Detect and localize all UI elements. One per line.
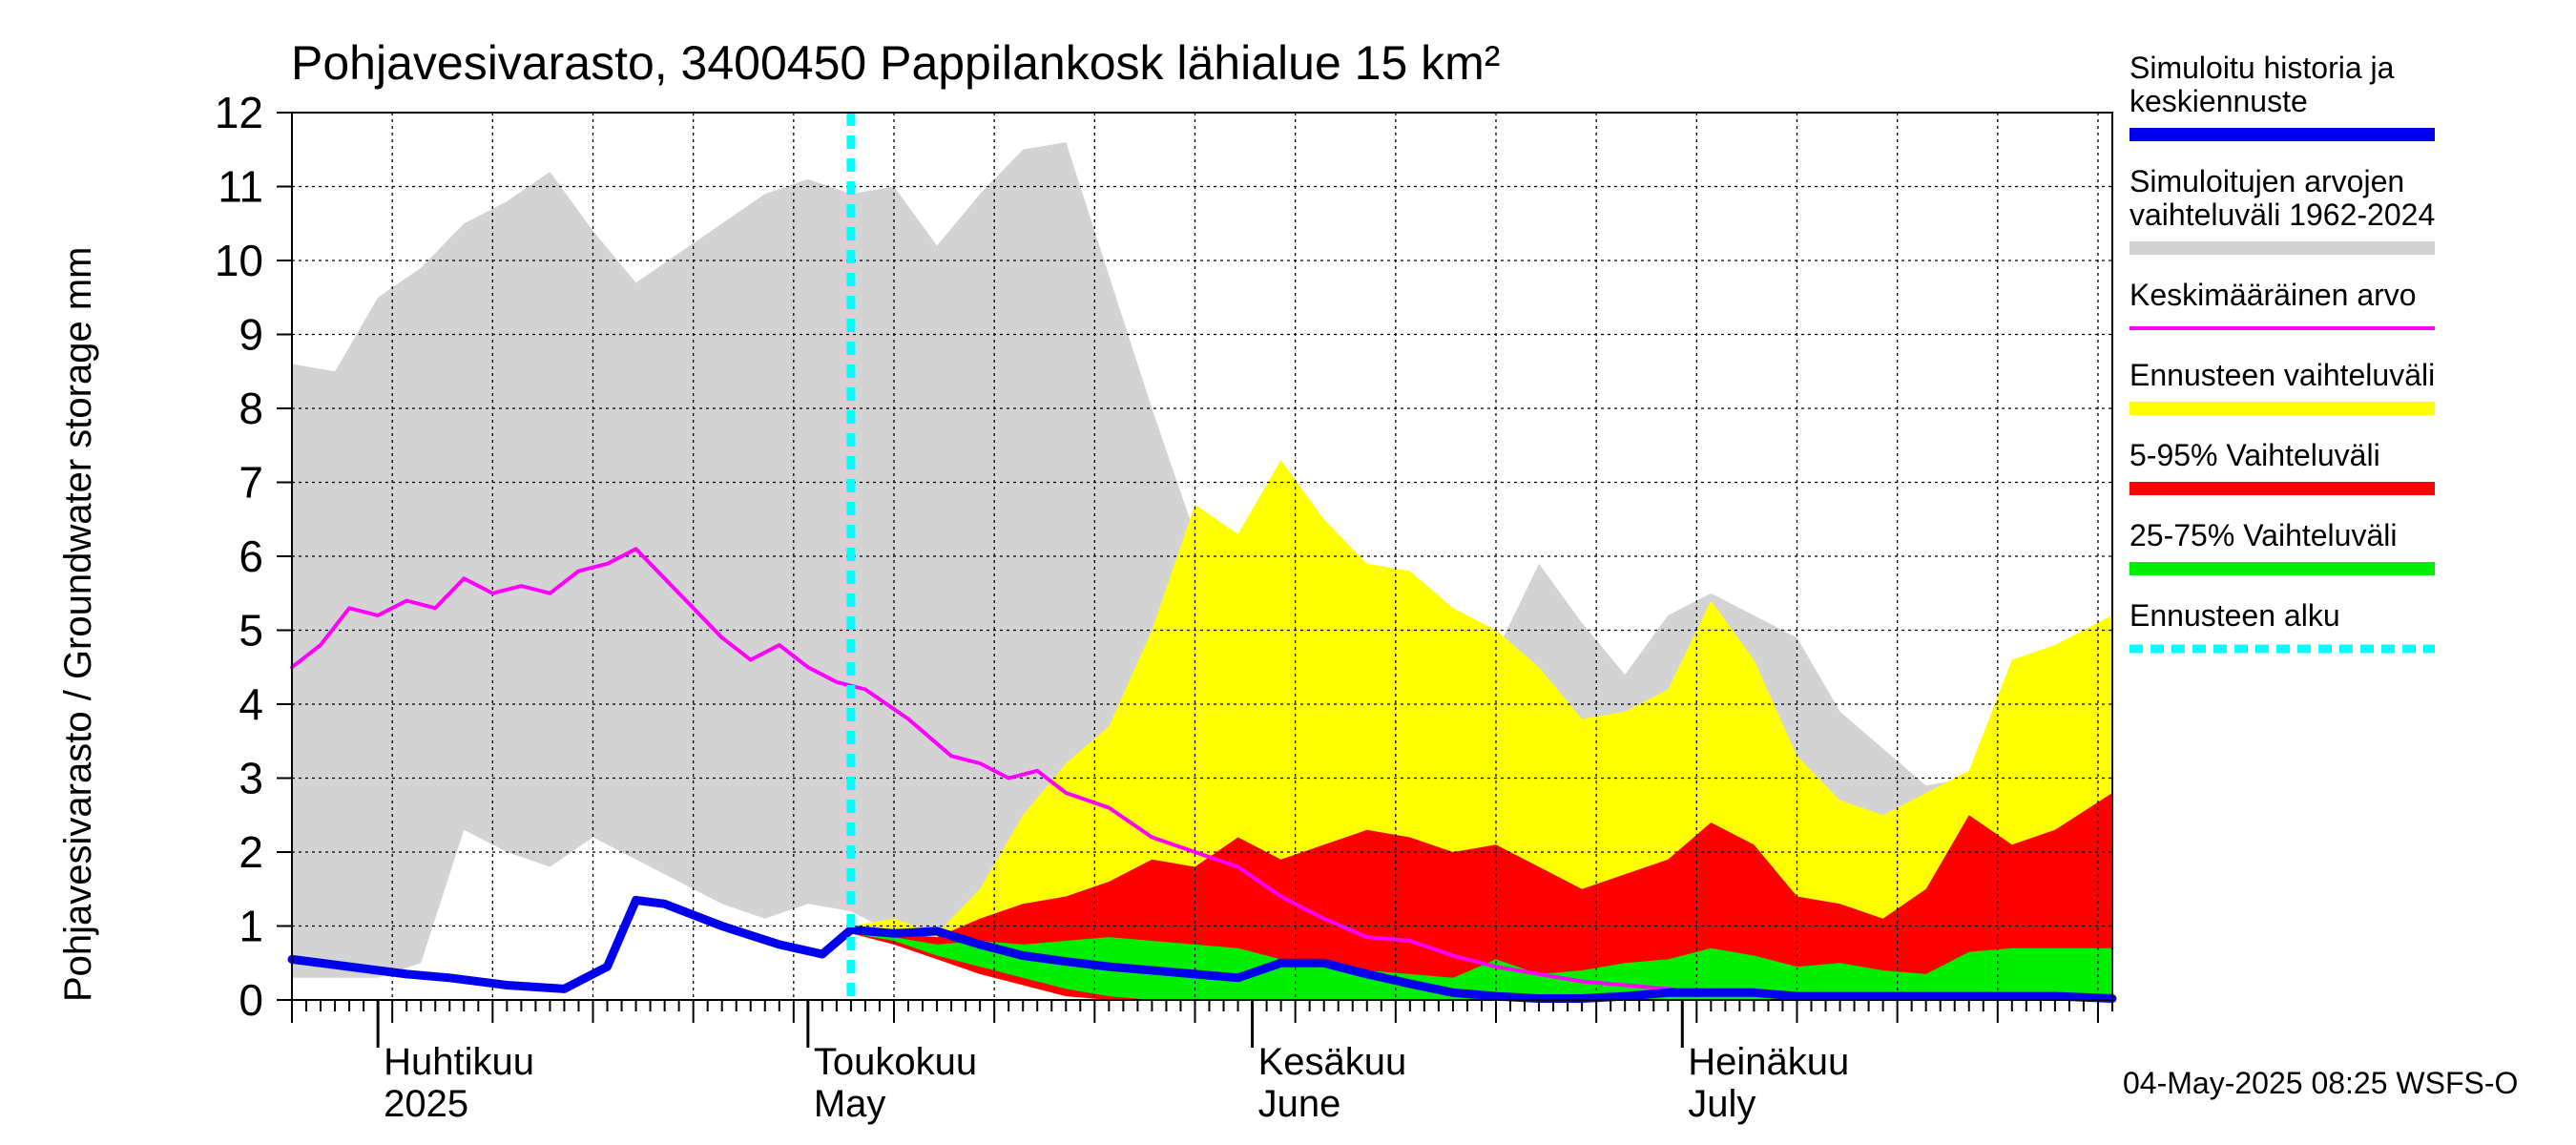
month-label: Kesäkuu <box>1258 1041 1407 1083</box>
series-line-1 <box>287 895 2117 1003</box>
y-tick-label: 12 <box>215 88 263 137</box>
legend-label: Simuloitu historia ja <box>2129 51 2395 85</box>
y-tick-label: 3 <box>239 754 263 803</box>
chart-title: Pohjavesivarasto, 3400450 Pappilankosk l… <box>291 36 1500 90</box>
y-tick-label: 7 <box>239 458 263 508</box>
month-label: Toukokuu <box>814 1041 977 1083</box>
legend-label: Simuloitujen arvojen <box>2129 164 2404 198</box>
y-tick-label: 8 <box>239 384 263 433</box>
plot-area <box>287 112 2117 1003</box>
month-sublabel: July <box>1688 1083 1755 1125</box>
y-tick-label: 2 <box>239 827 263 877</box>
y-tick-label: 10 <box>215 236 263 285</box>
legend-label: Ennusteen vaihteluväli <box>2129 358 2435 392</box>
y-tick-label: 4 <box>239 679 263 729</box>
legend-label: 5-95% Vaihteluväli <box>2129 438 2380 472</box>
y-tick-label: 9 <box>239 310 263 360</box>
legend-label: Ennusteen alku <box>2129 598 2340 633</box>
legend-label: keskiennuste <box>2129 84 2308 118</box>
month-label: Heinäkuu <box>1688 1041 1849 1083</box>
month-sublabel: 2025 <box>384 1083 468 1125</box>
month-sublabel: June <box>1258 1083 1341 1125</box>
legend-label: vaihteluväli 1962-2024 <box>2129 198 2435 232</box>
month-sublabel: May <box>814 1083 886 1125</box>
y-tick-label: 1 <box>239 902 263 951</box>
timestamp-label: 04-May-2025 08:25 WSFS-O <box>2123 1066 2518 1100</box>
y-tick-label: 0 <box>239 975 263 1025</box>
legend-label: Keskimääräinen arvo <box>2129 278 2417 312</box>
legend-label: 25-75% Vaihteluväli <box>2129 518 2397 552</box>
y-tick-label: 6 <box>239 531 263 581</box>
y-tick-label: 5 <box>239 606 263 656</box>
y-tick-label: 11 <box>218 162 263 212</box>
y-axis-label: Pohjavesivarasto / Groundwater storage m… <box>57 247 99 1002</box>
month-label: Huhtikuu <box>384 1041 534 1083</box>
